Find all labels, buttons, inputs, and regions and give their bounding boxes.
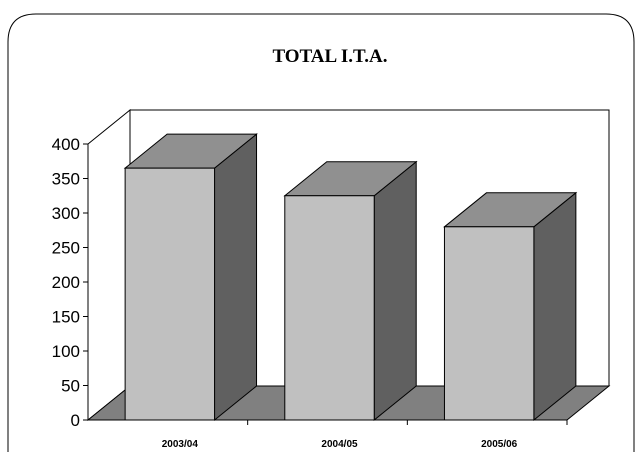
bar-front-0 [124, 167, 216, 421]
x-axis: 2003/04 2004/05 2005/06 [162, 420, 568, 450]
x-tick-label-0: 2003/04 [162, 439, 199, 450]
y-tick-label-7: 350 [52, 170, 80, 189]
y-tick-label-5: 250 [52, 239, 80, 258]
bar-1 [283, 160, 418, 422]
y-tick-label-3: 150 [52, 308, 80, 327]
chart-frame [7, 13, 635, 452]
side-wall [87, 108, 131, 422]
y-tick-label-4: 200 [52, 273, 80, 292]
bar-0 [123, 133, 258, 422]
bar-side-1 [373, 160, 417, 422]
y-tick-label-0: 0 [71, 411, 80, 430]
x-tick-label-2: 2005/06 [481, 439, 518, 450]
y-tick-label-6: 300 [52, 204, 80, 223]
y-tick-label-8: 400 [52, 135, 80, 154]
bar-side-0 [214, 133, 258, 422]
bar-2 [443, 191, 578, 422]
y-axis: 0 50 100 150 200 250 300 350 400 [52, 135, 88, 430]
y-tick-label-2: 100 [52, 342, 80, 361]
bars [123, 133, 578, 422]
bar-front-2 [443, 226, 535, 421]
chart-title: TOTAL I.T.A. [272, 46, 387, 67]
bar-side-2 [533, 191, 577, 422]
x-tick-label-1: 2004/05 [321, 439, 358, 450]
bar-front-1 [284, 195, 375, 421]
y-tick-label-1: 50 [61, 377, 80, 396]
